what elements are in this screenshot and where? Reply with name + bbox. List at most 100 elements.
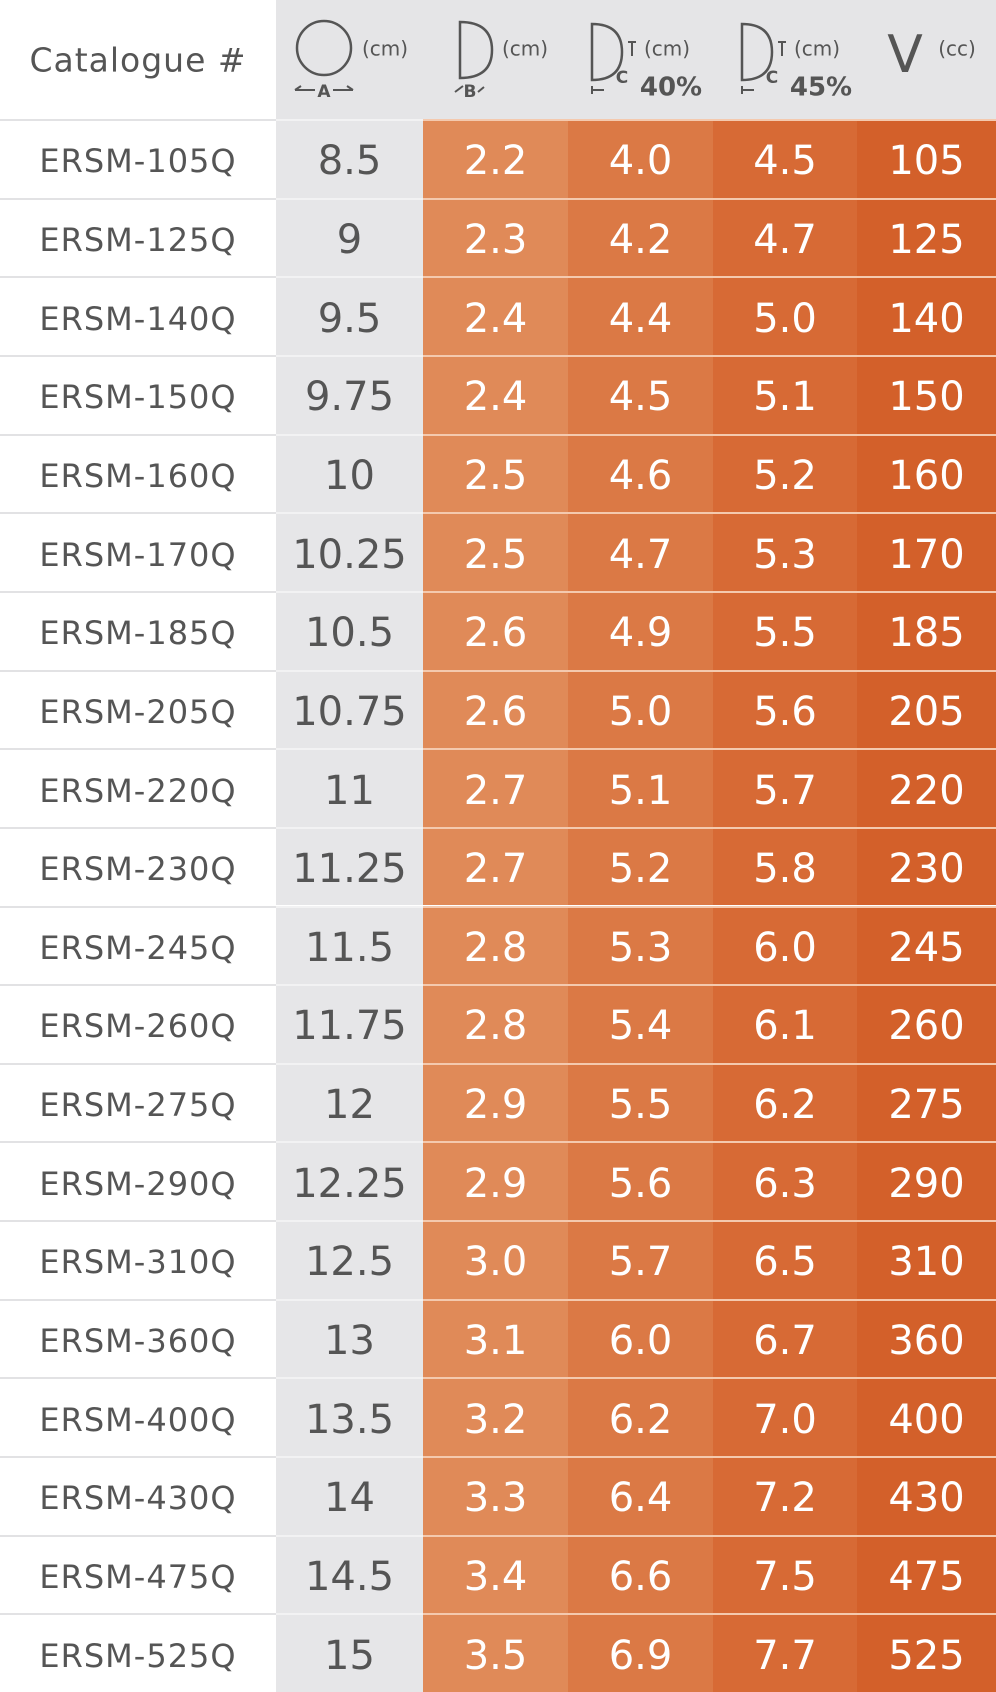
catalogue-cell: ERSM-205Q [0, 669, 276, 749]
value-cell: 7.7 [713, 1613, 857, 1692]
value-cell: 14.5 [276, 1534, 423, 1614]
value-cell: 2.3 [423, 197, 568, 277]
value-cell: 2.4 [423, 354, 568, 434]
value-cell: 430 [857, 1456, 996, 1535]
value-cell: 6.2 [713, 1062, 857, 1142]
header-unit: (cm) [644, 37, 690, 61]
catalogue-cell: ERSM-160Q [0, 433, 276, 513]
value-cell: 10.5 [276, 590, 423, 670]
value-cell: 12.25 [276, 1141, 423, 1221]
value-cell: 6.2 [568, 1377, 713, 1457]
value-cell: 3.4 [423, 1534, 568, 1614]
value-cell: 7.5 [713, 1534, 857, 1614]
header-catalogue: Catalogue # [29, 41, 246, 80]
value-cell: 11 [276, 748, 423, 827]
value-cell: 125 [857, 197, 996, 277]
value-cell: 150 [857, 354, 996, 434]
value-cell: 3.1 [423, 1298, 568, 1378]
value-cell: 3.3 [423, 1456, 568, 1535]
header-unit: (cc) [938, 37, 976, 61]
value-cell: 2.6 [423, 590, 568, 670]
header-label: B [464, 82, 477, 102]
value-cell: 5.3 [568, 905, 713, 985]
value-cell: 5.7 [568, 1220, 713, 1299]
value-cell: 290 [857, 1141, 996, 1221]
value-cell: 6.3 [713, 1141, 857, 1221]
value-cell: 10.75 [276, 669, 423, 749]
value-cell: 4.7 [568, 512, 713, 591]
catalogue-cell: ERSM-310Q [0, 1220, 276, 1299]
catalogue-cell: ERSM-360Q [0, 1298, 276, 1378]
value-cell: 185 [857, 590, 996, 670]
value-cell: 10.25 [276, 512, 423, 591]
value-cell: 5.3 [713, 512, 857, 591]
value-cell: 10 [276, 433, 423, 513]
catalogue-cell: ERSM-275Q [0, 1062, 276, 1142]
value-cell: 2.7 [423, 826, 568, 906]
value-cell: 13 [276, 1298, 423, 1378]
value-cell: 2.5 [423, 512, 568, 591]
value-cell: 220 [857, 748, 996, 827]
value-cell: 170 [857, 512, 996, 591]
value-cell: 5.6 [713, 669, 857, 749]
catalogue-cell: ERSM-170Q [0, 512, 276, 591]
value-cell: 360 [857, 1298, 996, 1378]
value-cell: 4.9 [568, 590, 713, 670]
catalogue-cell: ERSM-245Q [0, 905, 276, 985]
value-cell: 525 [857, 1613, 996, 1692]
value-cell: 5.5 [568, 1062, 713, 1142]
header-unit: (cm) [362, 37, 408, 61]
value-cell: 4.0 [568, 119, 713, 198]
value-cell: 6.1 [713, 984, 857, 1063]
value-cell: 12 [276, 1062, 423, 1142]
value-cell: 5.5 [713, 590, 857, 670]
header-label: C [766, 68, 778, 88]
value-cell: 4.2 [568, 197, 713, 277]
catalogue-cell: ERSM-140Q [0, 276, 276, 355]
value-cell: 2.8 [423, 905, 568, 985]
value-cell: 6.5 [713, 1220, 857, 1299]
value-cell: 6.7 [713, 1298, 857, 1378]
value-cell: 2.5 [423, 433, 568, 513]
header-percent: 40% [640, 73, 702, 103]
value-cell: 6.0 [713, 905, 857, 985]
value-cell: 7.2 [713, 1456, 857, 1535]
value-cell: 6.6 [568, 1534, 713, 1614]
value-cell: 6.0 [568, 1298, 713, 1378]
value-cell: 205 [857, 669, 996, 749]
value-cell: 12.5 [276, 1220, 423, 1299]
table-header: Catalogue # (cm) A (cm) B (cm) C 40% (cm… [29, 0, 996, 119]
value-cell: 230 [857, 826, 996, 906]
value-cell: 400 [857, 1377, 996, 1457]
header-label: C [616, 68, 628, 88]
header-unit: (cm) [794, 37, 840, 61]
value-cell: 6.4 [568, 1456, 713, 1535]
value-cell: 2.9 [423, 1062, 568, 1142]
value-cell: 4.7 [713, 197, 857, 277]
catalogue-cell: ERSM-230Q [0, 826, 276, 906]
value-cell: 4.6 [568, 433, 713, 513]
header-percent: 45% [790, 73, 852, 103]
value-cell: 7.0 [713, 1377, 857, 1457]
value-cell: 5.2 [568, 826, 713, 906]
value-cell: 9 [276, 197, 423, 277]
value-cell: 105 [857, 119, 996, 198]
value-cell: 5.1 [568, 748, 713, 827]
value-cell: 310 [857, 1220, 996, 1299]
value-cell: 13.5 [276, 1377, 423, 1457]
catalogue-cell: ERSM-185Q [0, 590, 276, 670]
value-cell: 4.5 [568, 354, 713, 434]
catalogue-cell: ERSM-260Q [0, 984, 276, 1063]
value-cell: 260 [857, 984, 996, 1063]
catalogue-cell: ERSM-105Q [0, 119, 276, 198]
value-cell: 5.2 [713, 433, 857, 513]
header-label: A [317, 82, 331, 102]
value-cell: 3.2 [423, 1377, 568, 1457]
catalogue-cell: ERSM-150Q [0, 354, 276, 434]
value-cell: 2.8 [423, 984, 568, 1063]
catalogue-cell: ERSM-400Q [0, 1377, 276, 1457]
value-cell: 275 [857, 1062, 996, 1142]
value-cell: 11.25 [276, 826, 423, 906]
value-cell: 6.9 [568, 1613, 713, 1692]
